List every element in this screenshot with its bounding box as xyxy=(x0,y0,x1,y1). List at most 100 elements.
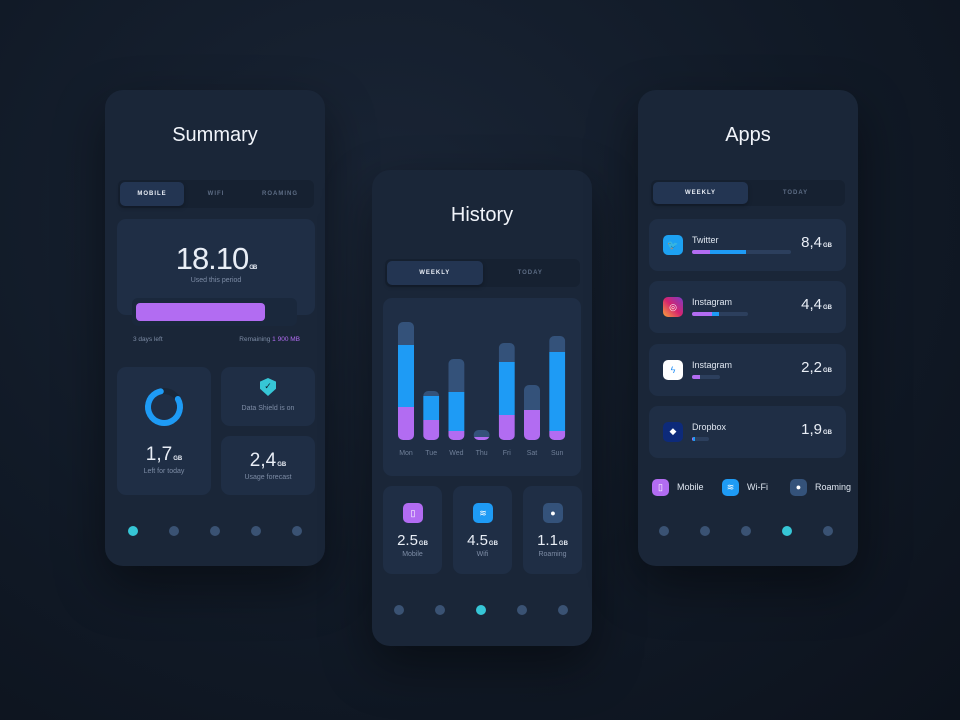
timer-icon[interactable] xyxy=(517,605,527,615)
shield-icon[interactable] xyxy=(700,526,710,536)
bar-fri[interactable] xyxy=(498,343,515,440)
bar-sun[interactable] xyxy=(549,336,566,440)
settings-icon[interactable] xyxy=(292,526,302,536)
bar-segment-roaming xyxy=(498,343,515,362)
app-row[interactable]: ϟ Instagram 2,2GB xyxy=(649,343,846,396)
app-usage: 8,4GB xyxy=(801,234,832,251)
bar-chart-icon[interactable] xyxy=(476,605,486,615)
stat-value: 2.5GB xyxy=(397,532,428,549)
bar-thu[interactable] xyxy=(473,430,490,440)
bar-segment-mobile xyxy=(473,437,490,440)
app-name: Instagram xyxy=(692,359,733,370)
settings-icon[interactable] xyxy=(558,605,568,615)
globe-icon: ● xyxy=(543,503,563,523)
tab-weekly[interactable]: WEEKLY xyxy=(387,261,483,285)
tab-today[interactable]: TODAY xyxy=(782,190,809,196)
page-title: Apps xyxy=(725,124,771,146)
bar-chart-icon[interactable] xyxy=(210,526,220,536)
stat-label: Roaming xyxy=(538,551,567,558)
app-row[interactable]: ◎ Instagram 4,4GB xyxy=(649,281,846,334)
wifi-icon: ≋ xyxy=(473,503,493,523)
pie-chart-icon[interactable] xyxy=(394,605,404,615)
summary-screen: Summary MOBILE WIFI ROAMING 18.10GB Used… xyxy=(105,90,325,566)
data-shield-card[interactable]: ✓ Data Shield is on xyxy=(221,367,315,426)
bar-segment-wifi xyxy=(448,392,465,431)
app-name: Twitter xyxy=(692,235,719,245)
stat-label: Wifi xyxy=(476,551,489,558)
bar-wifi xyxy=(709,250,747,254)
forecast-label: Usage forecast xyxy=(244,474,292,481)
app-usage-bar xyxy=(692,312,749,317)
tab-mobile[interactable]: MOBILE xyxy=(120,182,184,206)
bar-segment-mobile xyxy=(549,431,566,440)
settings-icon[interactable] xyxy=(823,526,833,536)
bar-wed[interactable] xyxy=(448,359,465,440)
phone-icon: ▯ xyxy=(652,478,669,496)
bar-segment-wifi xyxy=(423,396,440,420)
stat-value: 4.5GB xyxy=(467,532,498,549)
legend-mobile: ▯ Mobile xyxy=(652,478,704,496)
stat-label: Mobile xyxy=(402,551,423,558)
page-title: History xyxy=(450,204,514,226)
messenger-icon: ϟ xyxy=(663,359,683,380)
bar-segment-roaming xyxy=(423,391,440,396)
history-screen: History WEEKLY TODAY Mon Tue Wed Thu Fri Sat S… xyxy=(372,170,592,646)
app-row[interactable]: 🐦 Twitter 8,4GB xyxy=(649,219,846,271)
dropbox-icon: ◆ xyxy=(663,421,683,442)
today-card: 1,7GB Left for today xyxy=(117,367,211,495)
used-value: 18.10GB xyxy=(175,241,258,276)
today-value: 1,7GB xyxy=(145,444,183,465)
stat-value: 1.1GB xyxy=(537,532,568,549)
bar-wifi xyxy=(712,312,720,317)
today-label: Left for today xyxy=(143,468,185,475)
x-tick-label: Thu xyxy=(476,450,488,457)
remaining: Remaining 1 900 MB xyxy=(239,336,300,343)
bar-mobile xyxy=(692,436,693,441)
app-name: Dropbox xyxy=(692,421,727,432)
bar-wifi xyxy=(693,436,695,441)
x-tick-label: Tue xyxy=(425,450,437,457)
bar-segment-wifi xyxy=(549,352,566,431)
tab-today[interactable]: TODAY xyxy=(517,270,543,276)
bar-segment-roaming xyxy=(448,359,465,392)
pie-chart-icon[interactable] xyxy=(128,526,138,536)
shield-icon[interactable] xyxy=(169,526,179,536)
x-tick-label: Sun xyxy=(551,450,564,457)
used-label: Used this period xyxy=(190,277,242,284)
bar-segment-mobile xyxy=(448,431,465,440)
bar-sat[interactable] xyxy=(524,385,540,440)
tab-wifi[interactable]: WIFI xyxy=(207,191,225,197)
bar-mon[interactable] xyxy=(398,322,414,440)
bar-segment-mobile xyxy=(398,407,414,440)
bar-segment-wifi xyxy=(498,362,515,415)
x-tick-label: Fri xyxy=(503,450,512,457)
app-name: Instagram xyxy=(692,297,733,308)
app-usage: 1,9GB xyxy=(801,420,832,438)
bar-segment-roaming xyxy=(549,336,566,352)
usage-progress-fill xyxy=(136,303,265,321)
bar-segment-roaming xyxy=(398,322,414,345)
timer-icon[interactable] xyxy=(782,526,792,536)
bar-segment-roaming xyxy=(524,385,540,410)
timer-icon[interactable] xyxy=(251,526,261,536)
bar-tue[interactable] xyxy=(423,391,440,440)
bar-segment-wifi xyxy=(398,345,414,407)
phone-icon: ▯ xyxy=(403,503,423,523)
shield-check-icon: ✓ xyxy=(260,378,276,396)
bar-segment-roaming xyxy=(473,430,490,437)
bar-chart-icon[interactable] xyxy=(741,526,751,536)
app-usage-bar xyxy=(692,250,791,254)
shield-icon[interactable] xyxy=(435,605,445,615)
tab-weekly[interactable]: WEEKLY xyxy=(653,182,748,204)
app-row[interactable]: ◆ Dropbox 1,9GB xyxy=(649,405,846,458)
tab-roaming[interactable]: ROAMING xyxy=(262,191,298,197)
twitter-icon: 🐦 xyxy=(663,235,683,255)
bar-mobile xyxy=(692,312,713,317)
pie-chart-icon[interactable] xyxy=(659,526,669,536)
app-usage: 2,2GB xyxy=(801,358,832,376)
app-usage-bar xyxy=(692,374,720,379)
stat-card-mobile: ▯ 2.5GB Mobile xyxy=(383,486,442,574)
shield-label: Data Shield is on xyxy=(241,405,295,412)
stacked-bar-chart: Mon Tue Wed Thu Fri Sat Sun xyxy=(398,322,566,457)
bar-mobile xyxy=(692,250,710,254)
